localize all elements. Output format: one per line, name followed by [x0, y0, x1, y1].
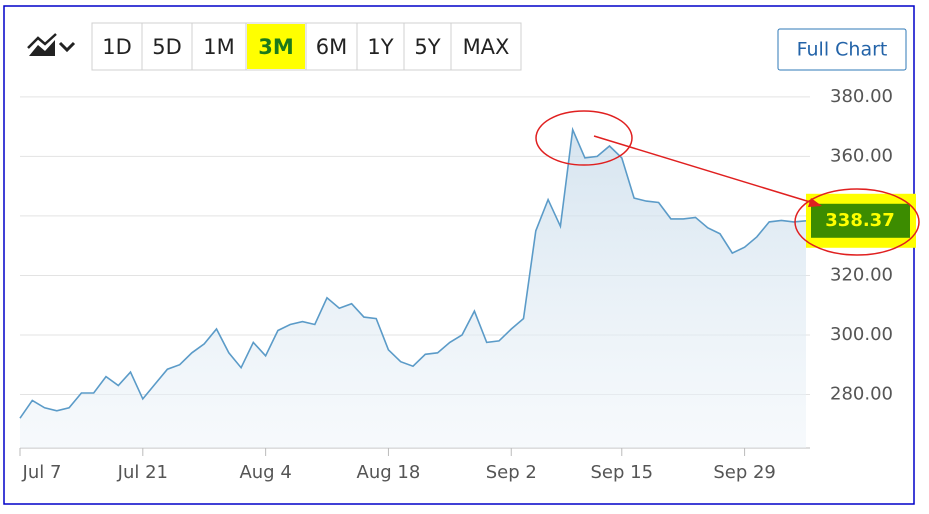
range-button[interactable]: 5Y [403, 23, 441, 70]
active-highlight [247, 24, 305, 69]
range-label: 5D [152, 35, 182, 59]
range-label: 1D [102, 35, 132, 59]
annotations [535, 110, 920, 256]
x-tick-label: Jul 21 [117, 462, 168, 483]
last-value-box [811, 203, 910, 238]
annotation-circle [794, 188, 920, 256]
range-button[interactable]: 5D [141, 23, 182, 70]
area-fill [20, 129, 806, 448]
y-tick-label: 360.00 [830, 145, 893, 166]
last-value-label: 338.37 [825, 210, 894, 231]
x-tick-label: Aug 18 [357, 462, 421, 483]
annotation-arrow [593, 135, 821, 206]
range-button[interactable]: 1Y [356, 23, 394, 70]
x-tick-label: Sep 2 [486, 462, 537, 483]
range-toolbar: 1D 5D 1M 3M 6M 1Y 5Y MAX [91, 22, 522, 71]
icon-area [29, 40, 55, 56]
y-tick-label: 320.00 [830, 264, 893, 285]
range-label: 1M [203, 35, 234, 59]
x-tick-label: Sep 15 [591, 462, 654, 483]
range-label: 6M [316, 35, 347, 59]
range-label: MAX [463, 35, 510, 59]
icon-line [27, 33, 57, 49]
y-tick-label: 380.00 [830, 86, 893, 107]
range-button[interactable]: 3M [245, 23, 305, 70]
y-tick-label: 300.00 [830, 324, 893, 345]
full-chart-button[interactable]: Full Chart [777, 28, 907, 71]
icon-caret [58, 41, 76, 53]
x-tick-label: Aug 4 [239, 462, 291, 483]
y-tick-label: 280.00 [830, 383, 893, 404]
range-label: 5Y [414, 35, 440, 59]
range-button[interactable]: MAX [450, 23, 510, 70]
plot: 280.00300.00320.00340.00360.00380.00Jul … [19, 86, 916, 483]
annotation-circle [535, 110, 633, 166]
button-border [777, 28, 907, 71]
price-line [19, 126, 807, 419]
x-tick-label: Jul 7 [22, 462, 62, 483]
x-tick-label: Sep 29 [713, 462, 776, 483]
range-button[interactable]: 6M [305, 23, 347, 70]
range-label: 1Y [367, 35, 393, 59]
chart-type-icon[interactable] [27, 33, 76, 56]
button-label: Full Chart [797, 39, 888, 61]
range-label: 3M [258, 35, 294, 59]
range-button[interactable]: 1M [191, 23, 235, 70]
range-button[interactable]: 1D [102, 35, 132, 59]
